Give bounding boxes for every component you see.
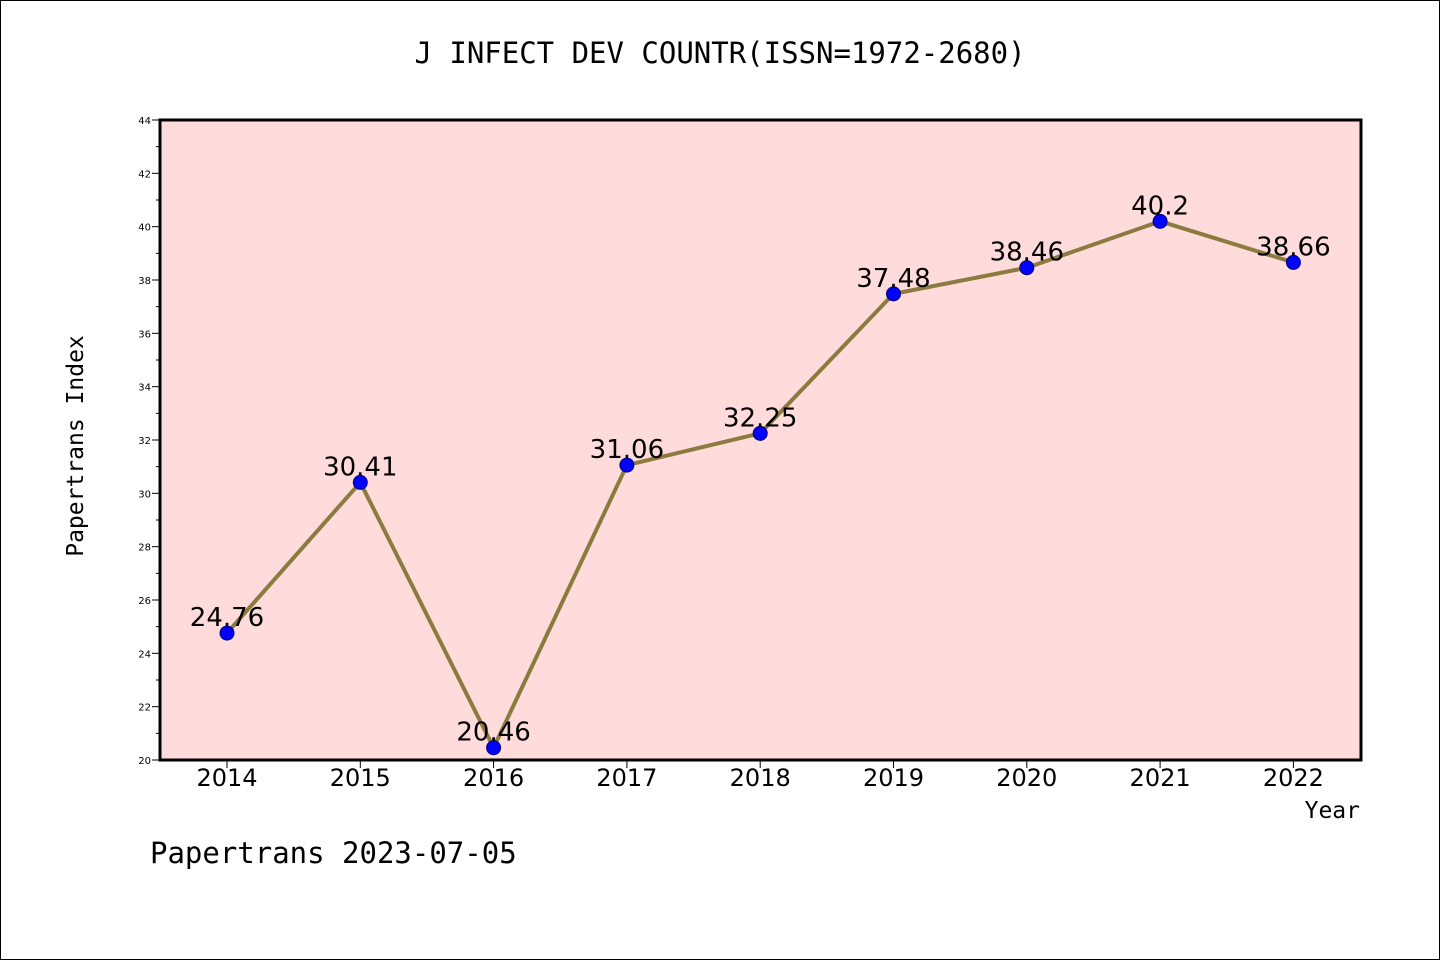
y-tick-label: 36 xyxy=(138,329,151,340)
x-tick-label: 2022 xyxy=(1263,764,1324,792)
chart-title: J INFECT DEV COUNTR(ISSN=1972-2680) xyxy=(414,36,1026,70)
data-point xyxy=(486,740,502,756)
markers xyxy=(219,213,1301,756)
x-axis-label: Year xyxy=(1304,798,1360,824)
y-tick-label: 20 xyxy=(138,756,151,767)
data-label: 31.06 xyxy=(590,435,664,465)
y-axis: 20 22 24 26 28 30 32 34 36 38 40 42 44 xyxy=(138,116,160,767)
y-tick-label: 34 xyxy=(138,383,151,394)
data-label: 40.2 xyxy=(1131,191,1189,221)
y-tick-label: 38 xyxy=(138,276,151,287)
x-tick-label: 2015 xyxy=(330,764,391,792)
y-tick-label: 28 xyxy=(138,543,151,554)
data-label: 38.66 xyxy=(1256,232,1330,262)
x-tick-label: 2019 xyxy=(863,764,924,792)
x-tick-label: 2020 xyxy=(996,764,1057,792)
y-tick-label: 42 xyxy=(138,169,151,180)
data-label: 20.46 xyxy=(456,718,530,748)
data-labels: 24.76 30.41 20.46 31.06 32.25 37.48 38.46 40.2 3… xyxy=(190,191,1331,747)
data-point xyxy=(619,457,635,473)
y-tick-label: 22 xyxy=(138,703,151,714)
x-tick-label: 2016 xyxy=(463,764,524,792)
data-label: 37.48 xyxy=(856,264,930,294)
data-label: 32.25 xyxy=(723,403,797,433)
data-point xyxy=(886,286,901,302)
x-axis: 2014 2015 2016 2017 2018 2019 2020 2021 2022 xyxy=(196,760,1324,792)
x-tick-label: 2014 xyxy=(196,764,257,792)
x-tick-label: 2021 xyxy=(1130,764,1191,792)
data-point xyxy=(1019,260,1035,276)
y-tick-label: 32 xyxy=(138,436,151,447)
data-label: 38.46 xyxy=(990,238,1064,268)
data-label: 30.41 xyxy=(323,452,397,482)
y-axis-label: Papertrans Index xyxy=(63,335,89,557)
x-tick-label: 2018 xyxy=(730,764,791,792)
data-point xyxy=(352,474,368,490)
y-tick-label: 40 xyxy=(138,223,151,234)
x-tick-label: 2017 xyxy=(596,764,657,792)
y-tick-label: 30 xyxy=(138,489,151,500)
data-point xyxy=(752,425,768,441)
plot-border xyxy=(158,118,1363,762)
data-point xyxy=(219,625,235,641)
footer-text: Papertrans 2023-07-05 xyxy=(150,836,517,870)
data-point xyxy=(1152,213,1168,229)
y-tick-label: 26 xyxy=(138,596,151,607)
y-tick-label: 44 xyxy=(138,116,151,127)
y-tick-label: 24 xyxy=(138,649,151,660)
data-label: 24.76 xyxy=(190,603,264,633)
data-point xyxy=(1285,254,1301,270)
